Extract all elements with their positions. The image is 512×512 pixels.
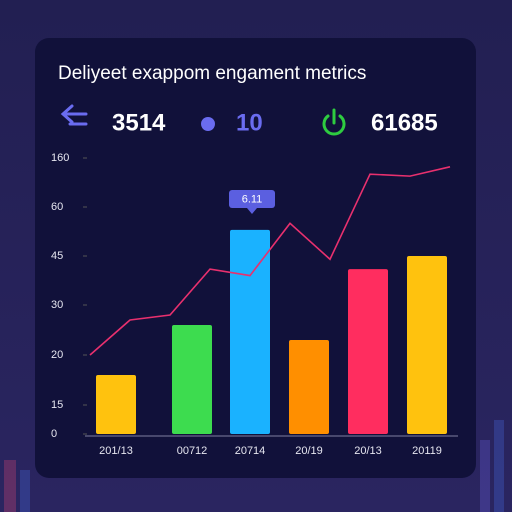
y-tick-label: 15 <box>51 399 63 411</box>
y-tick-label: 0 <box>51 428 57 440</box>
tooltip-label: 6.11 <box>242 193 263 205</box>
bar <box>230 229 270 434</box>
bar <box>96 375 136 434</box>
tooltip-box <box>229 190 275 208</box>
stat: 61685 <box>371 109 438 136</box>
y-tick-label: 20 <box>51 349 63 361</box>
y-tick-label: 45 <box>51 250 63 262</box>
x-tick-label: 20714 <box>235 445 266 457</box>
stat: 3514 <box>112 109 166 136</box>
bar <box>407 256 447 434</box>
x-tick-label: 201/13 <box>99 445 133 457</box>
power-icon[interactable] <box>322 108 346 136</box>
x-tick-label: 20119 <box>412 445 442 457</box>
tooltip-pointer <box>247 208 257 214</box>
stat: 10 <box>236 109 263 136</box>
back-icon[interactable] <box>60 104 88 126</box>
bar <box>289 340 329 434</box>
bar <box>172 325 212 434</box>
y-tick-label: 30 <box>51 299 63 311</box>
x-tick-label: 20/13 <box>354 445 382 457</box>
bar <box>348 269 388 434</box>
y-tick-label: 160 <box>51 152 69 164</box>
x-tick-label: 20/19 <box>295 445 323 457</box>
y-tick-label: 60 <box>51 201 63 213</box>
x-tick-label: 00712 <box>177 445 208 457</box>
dot-icon <box>201 117 215 131</box>
trend-line <box>89 166 451 356</box>
decor-bars <box>4 420 504 512</box>
card-title: Deliyeet exappom engament metrics <box>58 63 366 84</box>
